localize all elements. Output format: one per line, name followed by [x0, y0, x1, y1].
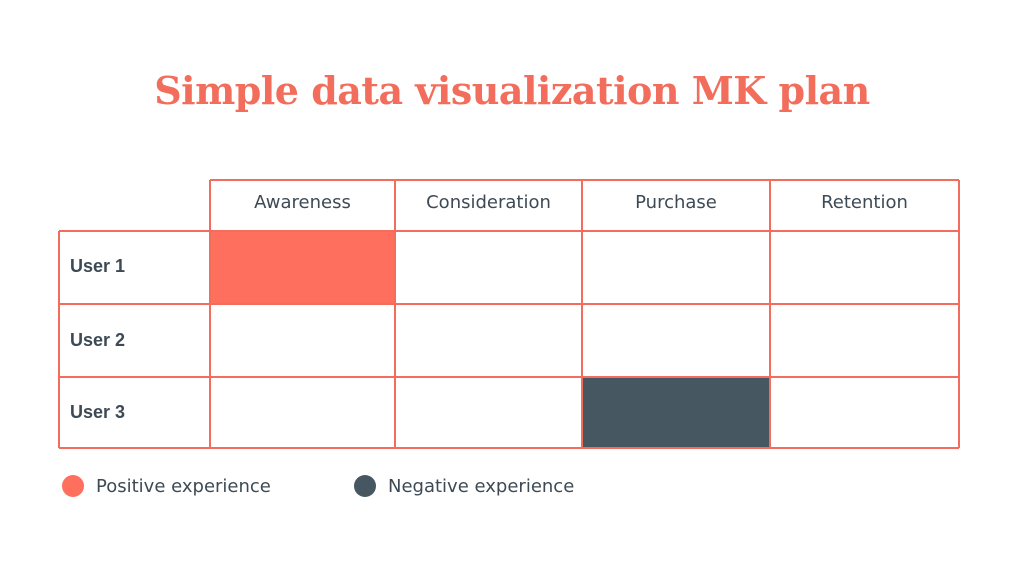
- negative-dot-icon: [354, 475, 376, 497]
- legend-positive-label: Positive experience: [96, 475, 271, 497]
- row-label-user-1: User 1: [70, 256, 126, 276]
- chart-title: Simple data visualization MK plan: [154, 68, 870, 113]
- cell-user-1-awareness-positive: [210, 231, 395, 304]
- column-header-consideration: Consideration: [426, 192, 551, 213]
- legend-negative-label: Negative experience: [388, 475, 575, 497]
- cell-user-3-purchase-negative: [582, 377, 770, 448]
- row-label-user-2: User 2: [70, 330, 126, 350]
- column-header-purchase: Purchase: [635, 192, 717, 213]
- column-header-retention: Retention: [821, 192, 908, 213]
- legend-negative: Negative experience: [354, 474, 574, 498]
- legend-positive: Positive experience: [62, 474, 271, 498]
- row-label-user-3: User 3: [70, 402, 126, 422]
- column-header-awareness: Awareness: [254, 192, 351, 213]
- positive-dot-icon: [62, 475, 84, 497]
